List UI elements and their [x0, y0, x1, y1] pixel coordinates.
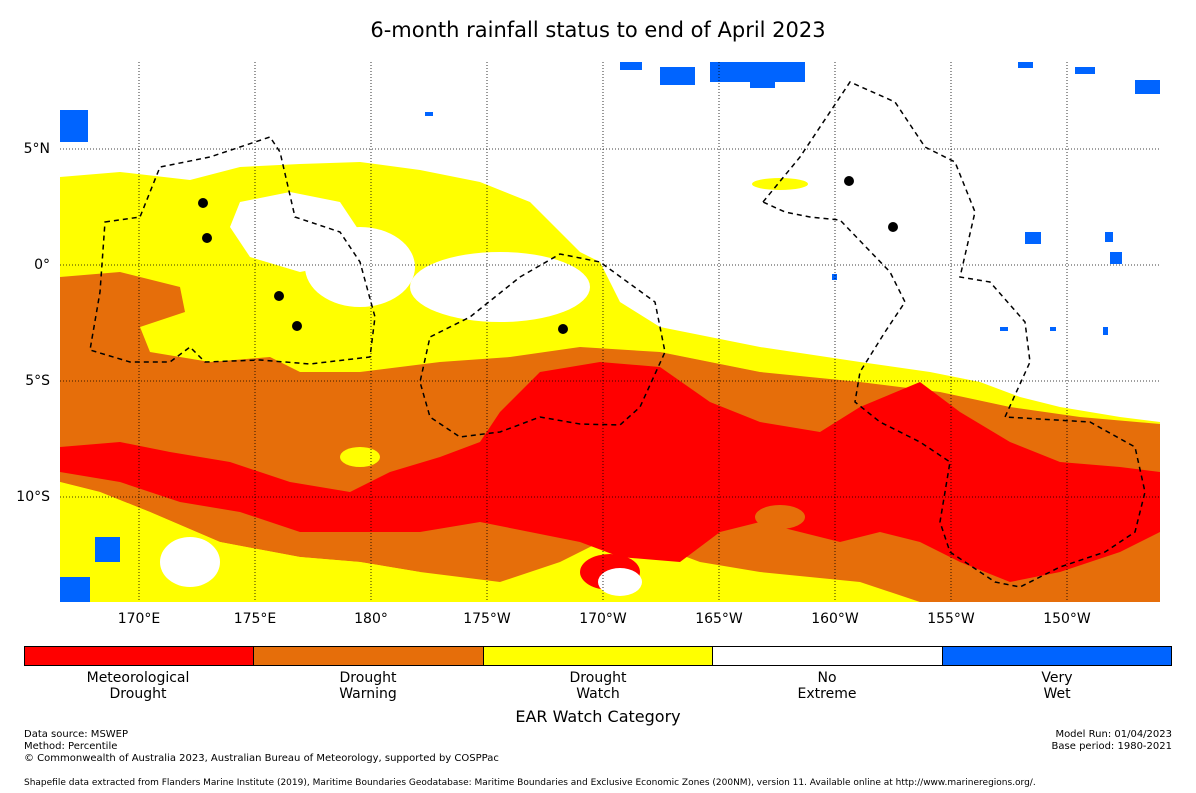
island-markers [198, 176, 898, 334]
meteorological-drought-region [60, 362, 1160, 582]
copyright-note: © Commonwealth of Australia 2023, Austra… [24, 753, 499, 764]
rainfall-map [60, 62, 1160, 602]
colorbar [24, 646, 1172, 666]
lat-label: 0° [34, 257, 50, 273]
lon-label: 160°W [811, 611, 859, 627]
shapefile-credit: Shapefile data extracted from Flanders M… [24, 778, 1036, 788]
colorbar-title: EAR Watch Category [515, 707, 681, 726]
colorbar-segment-meteorological-drought [25, 647, 255, 665]
lon-label: 170°E [117, 611, 161, 627]
colorbar-label: No Extreme [797, 670, 857, 702]
lat-label: 10°S [16, 489, 50, 505]
lon-label: 175°W [463, 611, 511, 627]
base-period-note: Base period: 1980-2021 [1051, 741, 1172, 752]
lat-label: 5°S [25, 373, 50, 389]
rainfall-map-canvas [60, 62, 1160, 602]
graticule [60, 62, 1160, 602]
colorbar-segment-drought-warning [254, 647, 484, 665]
colorbar-segment-no-extreme [713, 647, 943, 665]
lon-label: 150°W [1043, 611, 1091, 627]
lon-label: 165°W [695, 611, 743, 627]
method-note: Method: Percentile [24, 741, 118, 752]
eez-boundaries [89, 81, 1146, 588]
model-run-note: Model Run: 01/04/2023 [1055, 729, 1172, 740]
lon-label: 155°W [927, 611, 975, 627]
lon-label: 175°E [233, 611, 277, 627]
data-source-note: Data source: MSWEP [24, 729, 129, 740]
map-title: 6-month rainfall status to end of April … [370, 18, 826, 42]
colorbar-label: Very Wet [1041, 670, 1073, 702]
colorbar-segment-very-wet [942, 647, 1172, 665]
lon-label: 170°W [579, 611, 627, 627]
lon-label: 180° [354, 611, 388, 627]
very-wet-patches [60, 62, 1160, 602]
colorbar-label: Drought Warning [339, 670, 397, 702]
colorbar-label: Drought Watch [569, 670, 627, 702]
lat-label: 5°N [23, 141, 50, 157]
colorbar-segment-drought-watch [483, 647, 714, 665]
colorbar-label: Meteorological Drought [86, 670, 190, 702]
